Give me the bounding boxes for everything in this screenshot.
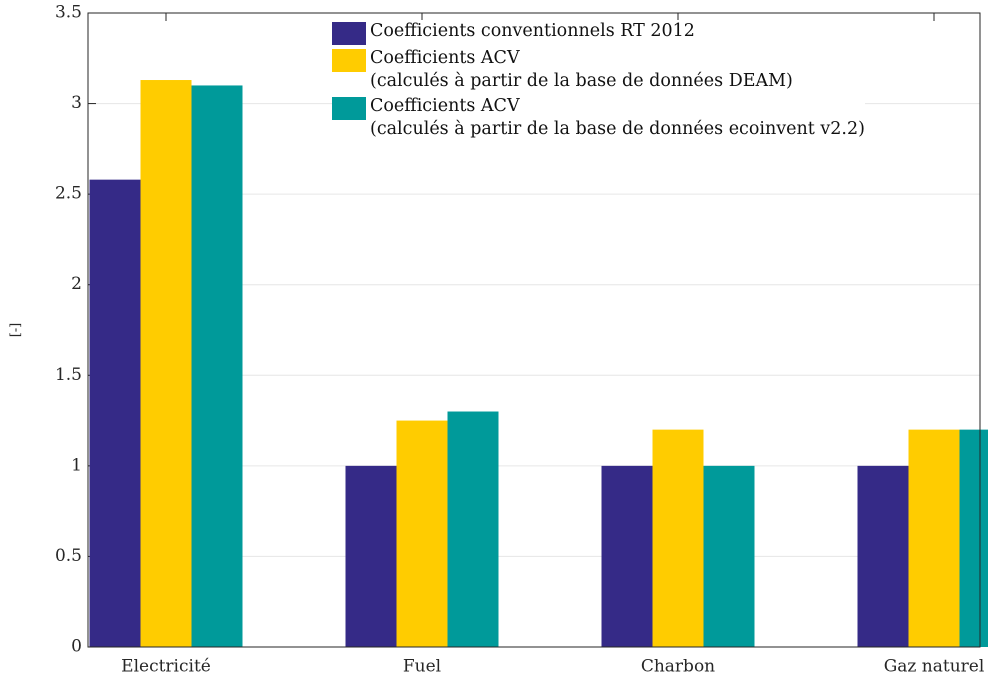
- y-tick-label: 0: [71, 637, 82, 657]
- bar: [397, 421, 448, 647]
- legend-label: Coefficients conventionnels RT 2012: [370, 20, 695, 43]
- bar: [602, 466, 653, 647]
- legend-entry: Coefficients ACV (calculés à partir de l…: [332, 95, 865, 141]
- legend: Coefficients conventionnels RT 2012 Coeff…: [332, 20, 865, 143]
- x-tick-label: Fuel: [403, 657, 441, 677]
- bar: [704, 466, 755, 647]
- legend-swatch: [332, 49, 366, 72]
- legend-entry: Coefficients ACV (calculés à partir de l…: [332, 47, 865, 93]
- y-tick-label: 1: [71, 455, 82, 475]
- bar: [653, 430, 704, 647]
- x-tick-label: Gaz naturel: [884, 657, 985, 677]
- x-tick-label: Electricité: [121, 657, 211, 677]
- bar: [960, 430, 988, 647]
- y-tick-label: 3: [71, 93, 82, 113]
- bar: [448, 412, 499, 647]
- y-tick-label: 0.5: [55, 546, 82, 566]
- bar: [90, 180, 141, 647]
- legend-entry: Coefficients conventionnels RT 2012: [332, 20, 865, 45]
- legend-label: Coefficients ACV (calculés à partir de l…: [370, 95, 865, 141]
- legend-label: Coefficients ACV (calculés à partir de l…: [370, 47, 793, 93]
- y-tick-label: 3.5: [55, 3, 82, 23]
- x-tick-label: Charbon: [641, 657, 715, 677]
- legend-swatch: [332, 97, 366, 120]
- y-tick-label: 1.5: [55, 365, 82, 385]
- y-tick-label: 2: [71, 274, 82, 294]
- bar: [192, 85, 243, 647]
- bar: [858, 466, 909, 647]
- y-axis-label: [-]: [9, 323, 24, 338]
- bar: [141, 80, 192, 647]
- legend-swatch: [332, 22, 366, 45]
- bar: [909, 430, 960, 647]
- y-tick-label: 2.5: [55, 184, 82, 204]
- bar: [346, 466, 397, 647]
